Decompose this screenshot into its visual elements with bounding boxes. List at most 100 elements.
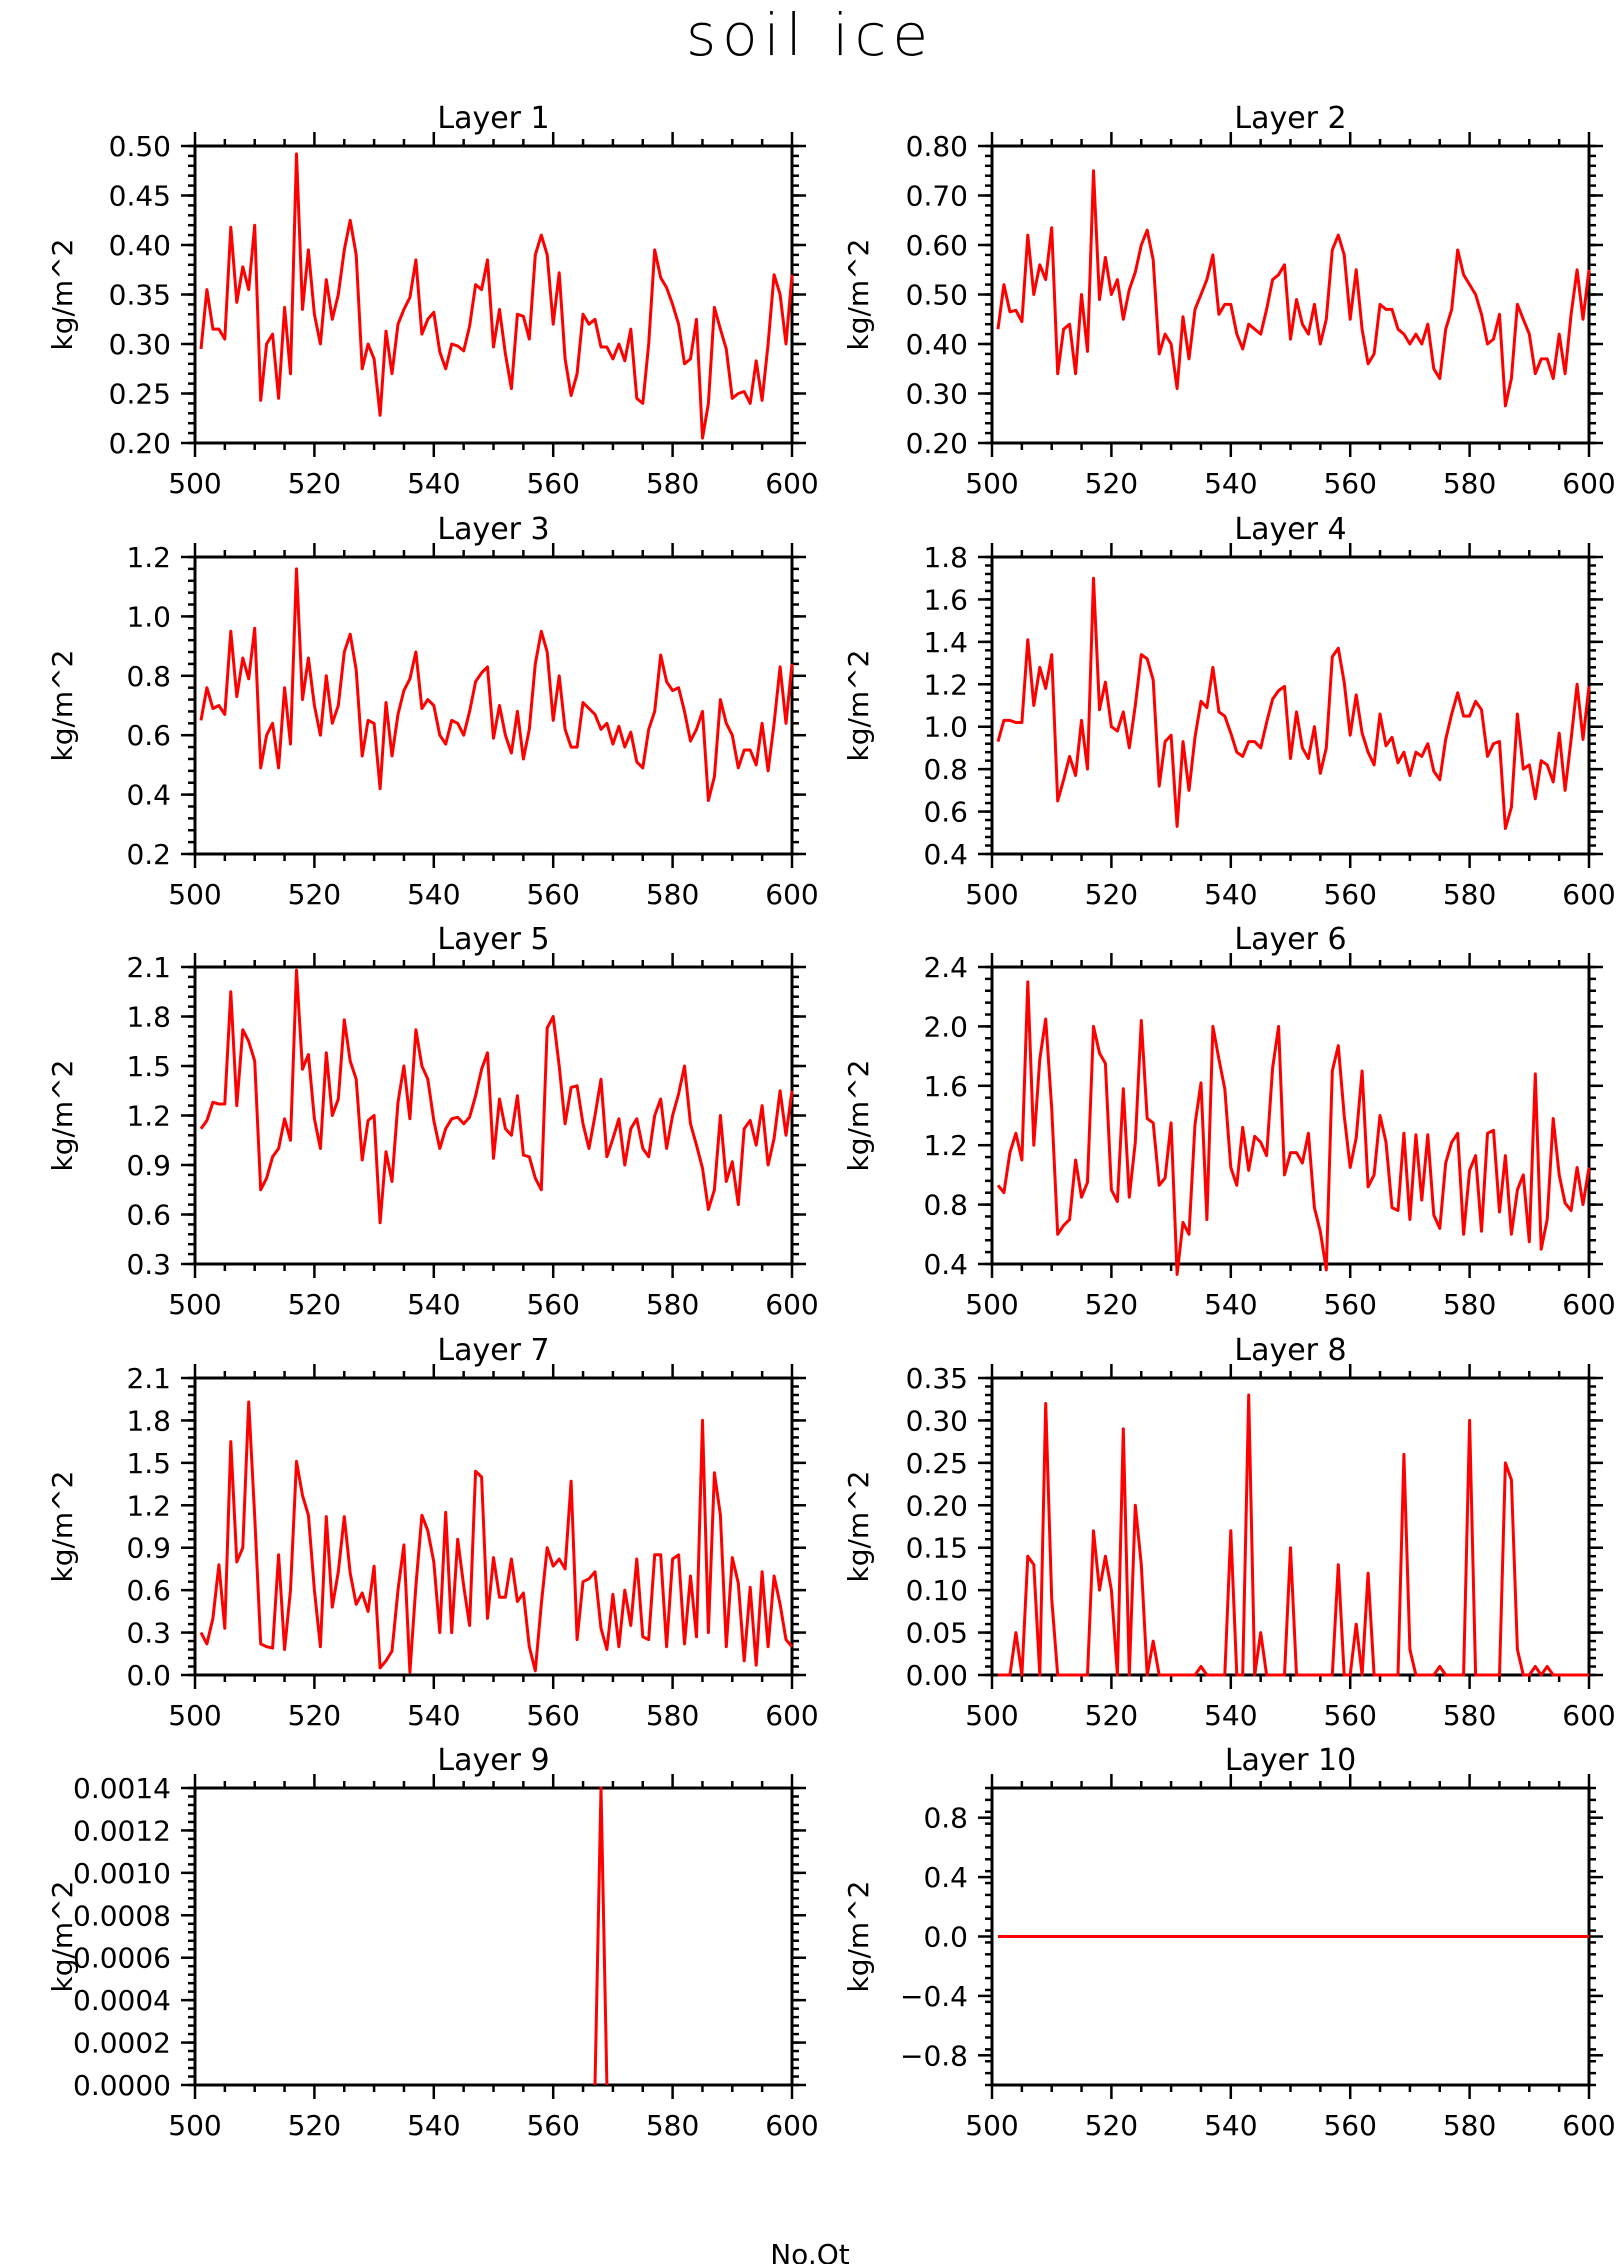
series-line [996,169,1591,408]
x-tick-label: 500 [965,2109,1018,2142]
x-tick-label: 560 [526,2109,579,2142]
panel-title: Layer 7 [437,1333,549,1368]
x-tick-label: 540 [1204,1699,1257,1732]
y-tick-label: 1.2 [923,1129,968,1162]
x-tick-label: 500 [168,878,221,911]
y-tick-label: 0.0014 [73,1772,171,1805]
panel-title: Layer 3 [437,512,549,547]
x-tick-label: 560 [1323,1288,1376,1321]
x-tick-label: 600 [765,467,818,500]
y-tick-label: 1.5 [126,1447,171,1480]
plot-frame [990,555,1591,856]
y-tick-label: 2.0 [923,1010,968,1043]
x-tick-label: 540 [407,467,460,500]
x-tick-label: 540 [1204,2109,1257,2142]
y-tick-label: 0.0 [126,1659,171,1692]
y-tick-label: 1.8 [126,1404,171,1437]
x-tick-label: 580 [1443,1288,1496,1321]
panel-title: Layer 1 [437,101,549,136]
x-tick-label: 540 [407,878,460,911]
x-tick-label: 540 [1204,467,1257,500]
x-tick-label: 560 [1323,2109,1376,2142]
y-tick-label: 1.6 [923,583,968,616]
x-tick-label: 600 [1562,878,1615,911]
x-tick-label: 500 [965,878,1018,911]
y-tick-label: 0.2 [126,838,171,871]
y-tick-label: 1.5 [126,1050,171,1083]
y-tick-label: 0.05 [906,1617,968,1650]
y-axis-label: kg/m^2 [842,239,875,351]
plot-frame [990,965,1591,1266]
y-tick-label: 0.30 [109,328,171,361]
x-tick-label: 580 [1443,2109,1496,2142]
y-tick-label: 1.0 [923,711,968,744]
y-tick-label: 0.15 [906,1532,968,1565]
x-tick-label: 560 [526,878,579,911]
x-tick-label: 600 [1562,1699,1615,1732]
x-tick-label: 500 [965,1288,1018,1321]
y-tick-label: 0.35 [109,279,171,312]
y-tick-label: 0.4 [923,1861,968,1894]
y-tick-label: 0.8 [923,753,968,786]
x-tick-label: 520 [288,2109,341,2142]
x-tick-label: 500 [965,467,1018,500]
y-tick-label: 0.50 [109,130,171,163]
x-tick-label: 540 [1204,878,1257,911]
y-axis-label: kg/m^2 [46,1881,79,1993]
panel-layer-1: Layer 1 500 520 540 560 580 600 0.20 0.25 0.30 0.3… [46,101,819,500]
panel-layer-9: Layer 9 500 520 540 560 580 600 0.0000 0.0002 0.0… [46,1743,819,2142]
y-tick-label: 0.0004 [73,1984,171,2017]
x-tick-label: 580 [1443,878,1496,911]
y-tick-label: 0.20 [906,427,968,460]
x-tick-label: 600 [765,1288,818,1321]
x-tick-label: 520 [1085,467,1138,500]
x-tick-label: 520 [288,878,341,911]
panel-title: Layer 10 [1225,1743,1356,1778]
x-tick-label: 560 [526,467,579,500]
x-tick-label: 500 [168,2109,221,2142]
x-tick-label: 540 [407,2109,460,2142]
x-tick-label: 500 [168,1288,221,1321]
y-tick-label: 1.2 [126,1489,171,1522]
x-tick-label: 520 [1085,878,1138,911]
x-tick-label: 580 [646,1288,699,1321]
y-tick-label: 0.9 [126,1149,171,1182]
y-tick-label: 0.0010 [73,1857,171,1890]
x-tick-label: 580 [646,878,699,911]
y-tick-label: 1.0 [126,600,171,633]
panel-layer-6: Layer 6 500 520 540 560 580 600 0.4 0.8 1.2 1.6 2.0… [842,922,1616,1321]
y-tick-label: 0.45 [109,180,171,213]
y-tick-label: 0.10 [906,1574,968,1607]
x-tick-label: 520 [1085,1288,1138,1321]
x-tick-label: 580 [646,467,699,500]
figure-title: soil ice [686,1,934,69]
x-tick-label: 560 [1323,467,1376,500]
x-tick-label: 540 [1204,1288,1257,1321]
x-tick-label: 580 [646,2109,699,2142]
y-tick-label: 0.8 [126,660,171,693]
x-tick-label: 580 [646,1699,699,1732]
panel-layer-7: Layer 7 500 520 540 560 580 600 0.0 0.3 0.6 0.9 1.2… [46,1333,819,1732]
y-tick-label: 0.8 [923,1189,968,1222]
y-tick-label: 0.0006 [73,1942,171,1975]
y-tick-label: 0.40 [906,328,968,361]
x-tick-label: 580 [1443,467,1496,500]
panels-group: Layer 1 500 520 540 560 580 600 0.20 0.25 0.30 0.3… [46,101,1616,2142]
y-axis-label: kg/m^2 [842,650,875,762]
y-tick-label: 0.4 [126,779,171,812]
y-axis-label: kg/m^2 [842,1881,875,1993]
panel-layer-3: Layer 3 500 520 540 560 580 600 0.2 0.4 0.6 0.8 1.0… [46,512,819,911]
y-tick-label: 1.8 [923,541,968,574]
plot-frame [193,965,794,1266]
y-tick-label: 0.30 [906,378,968,411]
y-tick-label: 0.0008 [73,1899,171,1932]
y-tick-label: 0.4 [923,1248,968,1281]
y-tick-label: 0.80 [906,130,968,163]
y-tick-label: −0.4 [900,1980,968,2013]
y-axis-label: kg/m^2 [46,1471,79,1583]
x-tick-label: 560 [1323,878,1376,911]
y-tick-label: 0.4 [923,838,968,871]
y-tick-label: −0.8 [900,2039,968,2072]
x-tick-label: 560 [526,1699,579,1732]
